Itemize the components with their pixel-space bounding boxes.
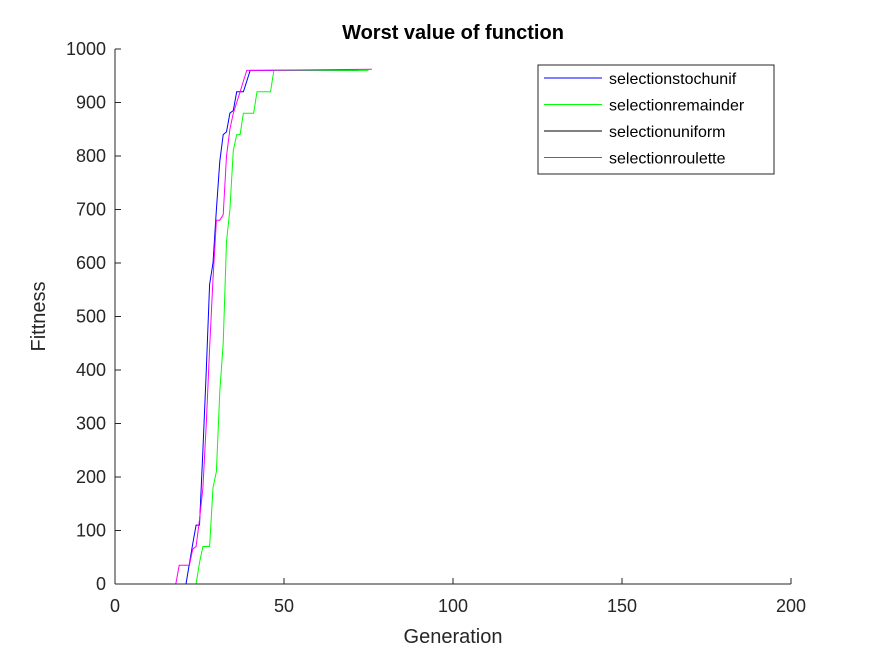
- legend: selectionstochunif selectionremainder sele…: [537, 64, 775, 175]
- y-tick-label: 900: [76, 93, 106, 113]
- x-tick-label: 200: [776, 596, 806, 616]
- y-tick-label: 200: [76, 467, 106, 487]
- legend-entry: selectionstochunif: [609, 71, 737, 88]
- y-tick-label: 500: [76, 307, 106, 327]
- axes-layer: 0 50 100 150 200 0 100 200 300 400 500 600 700 800 900…: [66, 39, 806, 616]
- y-tick-label: 800: [76, 146, 106, 166]
- x-tick-label: 150: [607, 596, 637, 616]
- y-tick-label: 600: [76, 253, 106, 273]
- x-tick-label: 100: [438, 596, 468, 616]
- y-axis-label: Fittness: [28, 281, 50, 351]
- y-tick-label: 700: [76, 200, 106, 220]
- y-tick-label: 1000: [66, 39, 106, 59]
- chart-title: Worst value of function: [342, 22, 564, 44]
- legend-entry: selectionuniform: [609, 124, 726, 141]
- series-line-selectionstochunif: [115, 69, 359, 585]
- x-tick-label: 50: [274, 596, 294, 616]
- x-tick-label: 0: [110, 596, 120, 616]
- y-tick-label: 400: [76, 360, 106, 380]
- x-axis-label: Generation: [404, 626, 503, 648]
- series-line-selectionroulette: [115, 68, 372, 585]
- legend-entry: selectionremainder: [609, 98, 745, 115]
- y-tick-label: 0: [96, 574, 106, 594]
- legend-entry: selectionroulette: [609, 151, 726, 168]
- legend-box: [537, 64, 775, 175]
- y-tick-label: 300: [76, 414, 106, 434]
- series-line-selectionremainder: [115, 69, 369, 585]
- y-tick-label: 100: [76, 521, 106, 541]
